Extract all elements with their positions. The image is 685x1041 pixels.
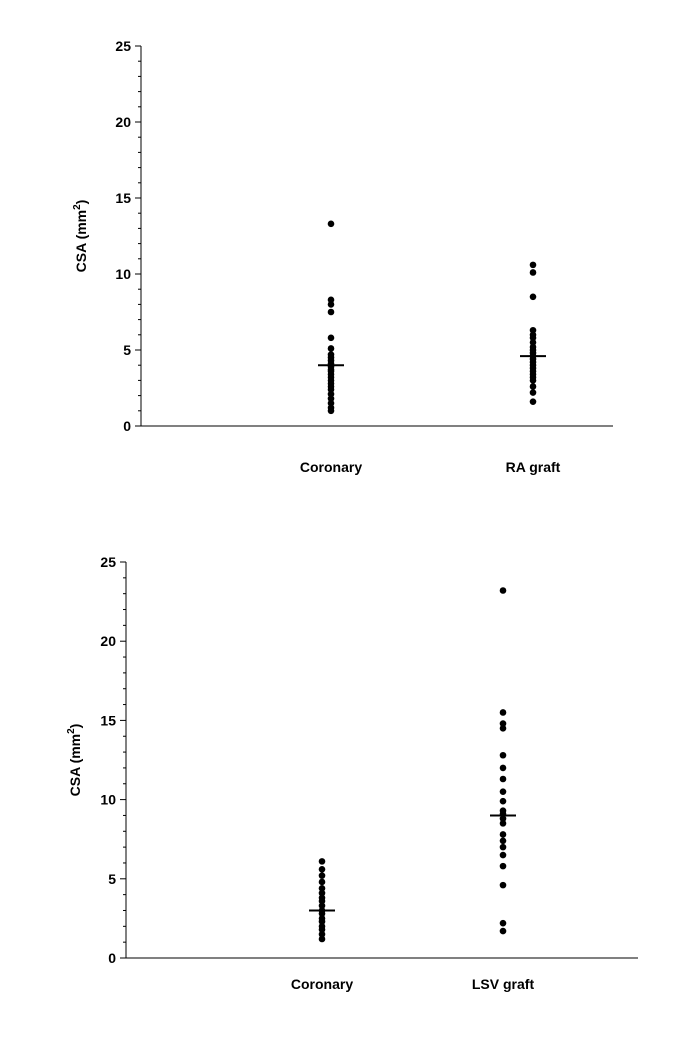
data-point [499, 797, 507, 805]
data-point [318, 858, 326, 865]
data-point [318, 872, 326, 879]
x-category-label: Coronary [291, 976, 353, 992]
data-point [529, 383, 537, 390]
y-axis-title: CSA (mm2) [66, 724, 83, 797]
y-tick-label: 0 [108, 950, 116, 966]
data-point [327, 334, 335, 342]
y-tick-label: 15 [100, 712, 116, 728]
data-point [327, 308, 335, 316]
data-point [529, 377, 537, 384]
y-axis-title: CSA (mm2) [72, 200, 89, 273]
data-point [327, 386, 335, 393]
x-category-label: Coronary [300, 459, 362, 475]
y-tick-label: 10 [100, 792, 116, 808]
data-point [529, 398, 537, 405]
y-tick-label: 25 [100, 554, 116, 570]
data-point [499, 927, 507, 935]
data-point [327, 399, 335, 407]
y-tick-label: 25 [115, 38, 131, 54]
data-point [499, 820, 507, 827]
data-point [327, 220, 335, 228]
data-point [499, 764, 507, 772]
y-tick-label: 15 [115, 190, 131, 206]
data-point [529, 326, 537, 334]
data-point [499, 815, 507, 822]
data-point [318, 902, 326, 910]
y-tick-label: 5 [123, 342, 131, 358]
data-point [318, 878, 326, 886]
y-tick-label: 20 [100, 633, 116, 649]
data-point [327, 395, 335, 402]
data-point [529, 389, 537, 396]
data-point [318, 935, 326, 943]
data-point [318, 918, 326, 925]
data-point [499, 788, 507, 795]
data-point [499, 775, 507, 783]
data-point [499, 862, 507, 870]
data-point [499, 720, 507, 727]
data-point [499, 831, 507, 838]
data-point [327, 296, 335, 304]
data-point [529, 261, 537, 269]
data-point [529, 293, 537, 301]
x-category-label: LSV graft [472, 976, 535, 992]
data-point [499, 587, 507, 594]
y-tick-label: 20 [115, 114, 131, 130]
data-point [499, 919, 507, 927]
data-point [499, 709, 507, 716]
data-point [327, 345, 335, 352]
data-point [318, 865, 326, 873]
data-point [318, 897, 326, 905]
data-point [499, 843, 507, 851]
data-point [318, 885, 326, 892]
x-category-label: RA graft [506, 459, 561, 475]
data-point [318, 889, 326, 897]
data-point [499, 751, 507, 759]
chart-top: 0 5 10 15 20 25 CSA (mm2) Coronary RA graft [72, 38, 613, 475]
y-tick-label: 0 [123, 418, 131, 434]
data-point [318, 910, 326, 917]
data-point [318, 926, 326, 933]
data-point [529, 269, 537, 276]
y-tick-label: 5 [108, 871, 116, 887]
data-point [499, 881, 507, 889]
data-point [499, 725, 507, 732]
data-point [529, 334, 537, 342]
data-point [499, 837, 507, 845]
y-tick-label: 10 [115, 266, 131, 282]
data-point [318, 930, 326, 938]
data-point [327, 301, 335, 308]
data-point [327, 390, 335, 398]
data-point [499, 851, 507, 859]
chart-bottom: 0 5 10 15 20 25 CSA (mm2) Coronary LSV graft [66, 554, 638, 992]
data-point [327, 407, 335, 415]
data-point [529, 339, 537, 346]
